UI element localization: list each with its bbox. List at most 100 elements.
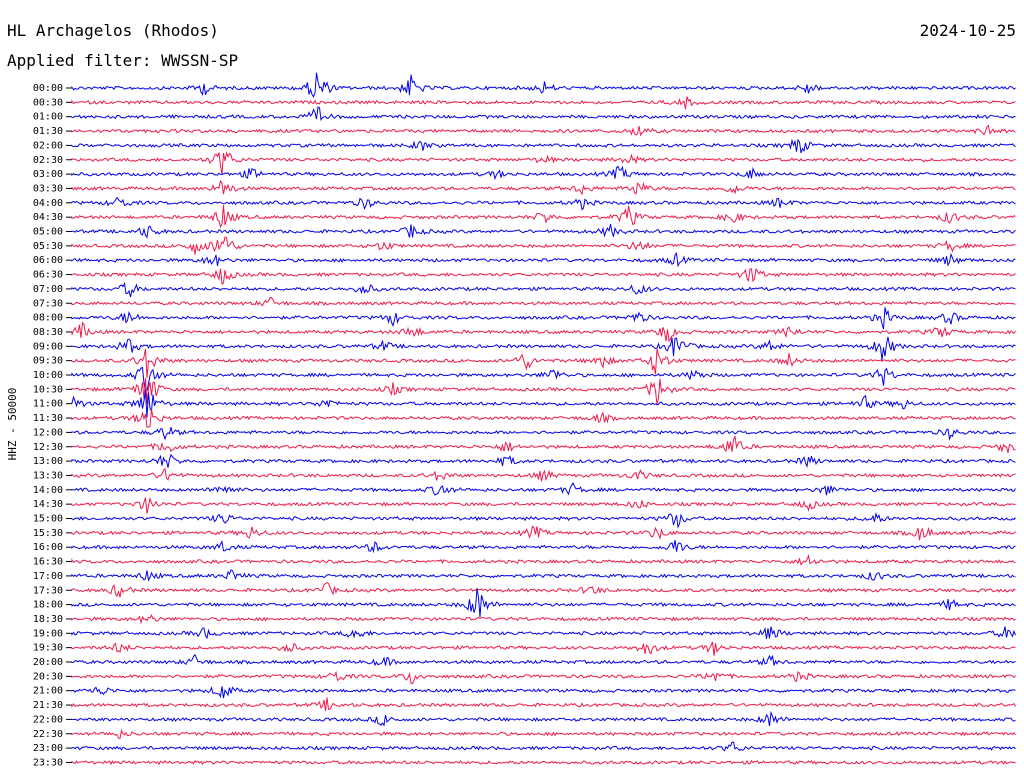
row-time-label: 06:00 [33,255,63,266]
row-time-label: 08:00 [33,313,63,324]
filter-label: Applied filter: WWSSN-SP [7,51,238,70]
row-time-label: 23:30 [33,757,63,768]
row-time-label: 16:30 [33,557,63,568]
row-time-label: 07:30 [33,298,63,309]
seismic-trace [71,553,1016,566]
row-time-label: 00:30 [33,97,63,108]
seismic-trace [71,151,1016,175]
seismic-trace [71,138,1016,154]
row-time-label: 02:30 [33,155,63,166]
row-time-label: 10:00 [33,370,63,381]
row-time-label: 13:00 [33,456,63,467]
row-time-label: 16:00 [33,542,63,553]
seismic-trace [71,336,1016,361]
seismic-trace [71,588,1016,618]
row-time-label: 14:00 [33,485,63,496]
seismic-trace [71,626,1016,640]
seismic-trace [71,426,1016,441]
seismic-trace [71,614,1016,625]
row-time-label: 01:30 [33,126,63,137]
seismic-trace [71,481,1016,496]
seismic-trace [71,653,1016,667]
seismic-trace [71,409,1016,428]
seismic-trace [71,697,1016,712]
row-time-label: 20:00 [33,657,63,668]
row-time-label: 11:30 [33,413,63,424]
seismic-trace [71,641,1016,656]
row-time-label: 05:00 [33,227,63,238]
trace-rows: 00:00 00:30 01:00 01:30 02:00 02:30 03:00 03:30… [33,72,1016,768]
seismic-trace [71,511,1016,529]
seismic-trace [71,165,1016,181]
seismic-trace [71,377,1016,405]
seismic-trace [71,179,1016,196]
row-time-label: 12:30 [33,442,63,453]
seismic-trace [71,581,1016,598]
row-time-label: 21:00 [33,686,63,697]
row-time-label: 18:30 [33,614,63,625]
seismic-trace [71,321,1016,343]
row-time-label: 22:30 [33,729,63,740]
row-time-label: 09:30 [33,356,63,367]
row-time-label: 19:00 [33,628,63,639]
row-time-label: 18:00 [33,600,63,611]
row-time-label: 10:30 [33,384,63,395]
row-time-label: 09:00 [33,341,63,352]
row-time-label: 12:00 [33,427,63,438]
row-time-label: 03:30 [33,183,63,194]
station-title: HL Archagelos (Rhodos) [7,21,219,40]
row-time-label: 02:00 [33,140,63,151]
seismic-trace [71,348,1016,378]
row-time-label: 17:30 [33,585,63,596]
seismic-trace [71,72,1016,98]
seismic-trace [71,569,1016,582]
seismic-trace [71,435,1016,454]
seismic-trace [71,453,1016,468]
seismic-trace [71,525,1016,541]
row-time-label: 05:30 [33,241,63,252]
seismic-trace [71,96,1016,110]
seismic-trace [71,670,1016,685]
seismic-trace [71,251,1016,268]
seismic-trace [71,728,1016,739]
seismic-trace [71,366,1016,393]
row-time-label: 00:00 [33,83,63,94]
row-time-label: 04:00 [33,198,63,209]
row-time-label: 01:00 [33,112,63,123]
y-axis-label: HHZ - 50000 [6,388,19,461]
seismic-trace [71,496,1016,514]
row-time-label: 15:00 [33,514,63,525]
seismic-trace [71,205,1016,229]
row-time-label: 17:00 [33,571,63,582]
seismic-trace [71,467,1016,482]
row-time-label: 23:00 [33,743,63,754]
seismic-trace [71,281,1016,298]
seismic-trace [71,759,1016,766]
seismic-trace [71,741,1016,752]
seismic-trace [71,124,1016,137]
seismic-trace [71,686,1016,699]
row-time-label: 03:00 [33,169,63,180]
seismic-trace [71,710,1016,727]
row-time-label: 07:00 [33,284,63,295]
seismic-trace [71,297,1016,307]
date-label: 2024-10-25 [920,21,1016,40]
row-time-label: 20:30 [33,671,63,682]
seismic-trace [71,540,1016,554]
row-time-label: 11:00 [33,399,63,410]
seismic-trace [71,392,1016,418]
row-time-label: 19:30 [33,643,63,654]
seismic-trace [71,106,1016,122]
row-time-label: 21:30 [33,700,63,711]
seismic-trace [71,267,1016,286]
seismic-trace [71,196,1016,211]
seismic-trace [71,223,1016,239]
row-time-label: 15:30 [33,528,63,539]
row-time-label: 06:30 [33,270,63,281]
row-time-label: 13:30 [33,470,63,481]
row-time-label: 08:30 [33,327,63,338]
row-time-label: 22:00 [33,714,63,725]
seismic-trace [71,307,1016,330]
row-time-label: 04:30 [33,212,63,223]
